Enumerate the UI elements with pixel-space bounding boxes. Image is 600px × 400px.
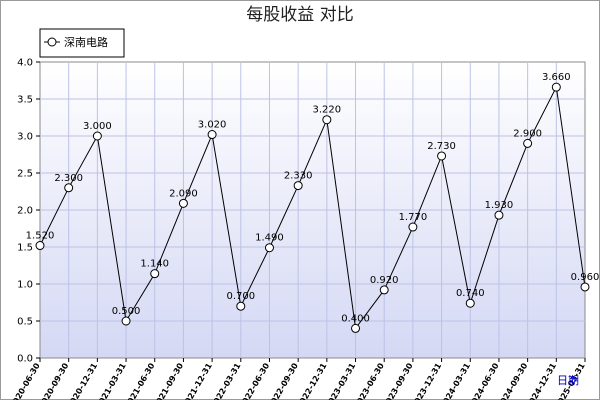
- data-point: [92, 131, 102, 141]
- data-point: [494, 210, 504, 220]
- data-point: [351, 323, 361, 333]
- data-label: 2.300: [54, 173, 83, 184]
- y-tick-label: 4.0: [17, 58, 33, 69]
- y-tick-label: 3.5: [17, 95, 33, 106]
- data-label: 2.730: [427, 141, 456, 152]
- chart-title: 每股收益 对比: [246, 5, 353, 25]
- data-point: [64, 183, 74, 193]
- data-point: [178, 198, 188, 208]
- data-label: 0.960: [571, 272, 600, 283]
- series-line: [39, 85, 586, 330]
- data-point: [236, 301, 246, 311]
- data-label: 1.140: [140, 259, 169, 270]
- legend-marker: [47, 37, 57, 47]
- data-label: 0.740: [456, 288, 485, 299]
- data-label: 3.000: [83, 121, 112, 132]
- data-label: 1.490: [255, 233, 284, 244]
- data-point: [150, 269, 160, 279]
- data-label: 0.500: [112, 306, 141, 317]
- data-label: 3.660: [542, 72, 571, 83]
- data-label: 3.220: [313, 105, 342, 116]
- data-label: 0.700: [226, 291, 255, 302]
- data-point: [408, 222, 418, 232]
- data-point: [437, 151, 447, 161]
- grid-lines: [40, 62, 585, 358]
- y-tick-label: 0.5: [17, 317, 33, 328]
- data-point: [293, 181, 303, 191]
- y-tick-label: 2.0: [17, 206, 33, 217]
- data-point: [322, 115, 332, 125]
- data-label: 1.930: [485, 200, 514, 211]
- data-point: [580, 282, 590, 292]
- y-tick-label: 2.5: [17, 169, 33, 180]
- legend-box: [39, 28, 125, 58]
- data-label: 1.520: [26, 231, 55, 242]
- y-tick-label: 1.0: [17, 280, 33, 291]
- legend-label: 深南电路: [64, 36, 108, 49]
- y-tick-label: 0.0: [17, 354, 33, 365]
- data-label: 3.020: [198, 120, 227, 131]
- legend: 深南电路: [39, 28, 125, 58]
- data-point: [207, 130, 217, 140]
- data-point: [35, 241, 45, 251]
- x-axis-label: 日期: [557, 374, 579, 387]
- series-group: 1.520 2.300 3.000 0.500 1.140 2.090 3.020 0.700…: [26, 72, 600, 333]
- data-label: 1.770: [399, 212, 428, 223]
- data-label: 2.090: [169, 188, 198, 199]
- y-tick-label: 1.5: [17, 243, 33, 254]
- data-point: [264, 243, 274, 253]
- data-point: [379, 285, 389, 295]
- y-tick-label: 3.0: [17, 132, 33, 143]
- data-label: 0.400: [341, 313, 370, 324]
- data-point: [523, 138, 533, 148]
- data-label: 2.330: [284, 171, 313, 182]
- data-point: [551, 82, 561, 92]
- data-label: 2.900: [513, 128, 542, 139]
- data-label: 0.920: [370, 275, 399, 286]
- data-point: [465, 298, 475, 308]
- data-point: [121, 316, 131, 326]
